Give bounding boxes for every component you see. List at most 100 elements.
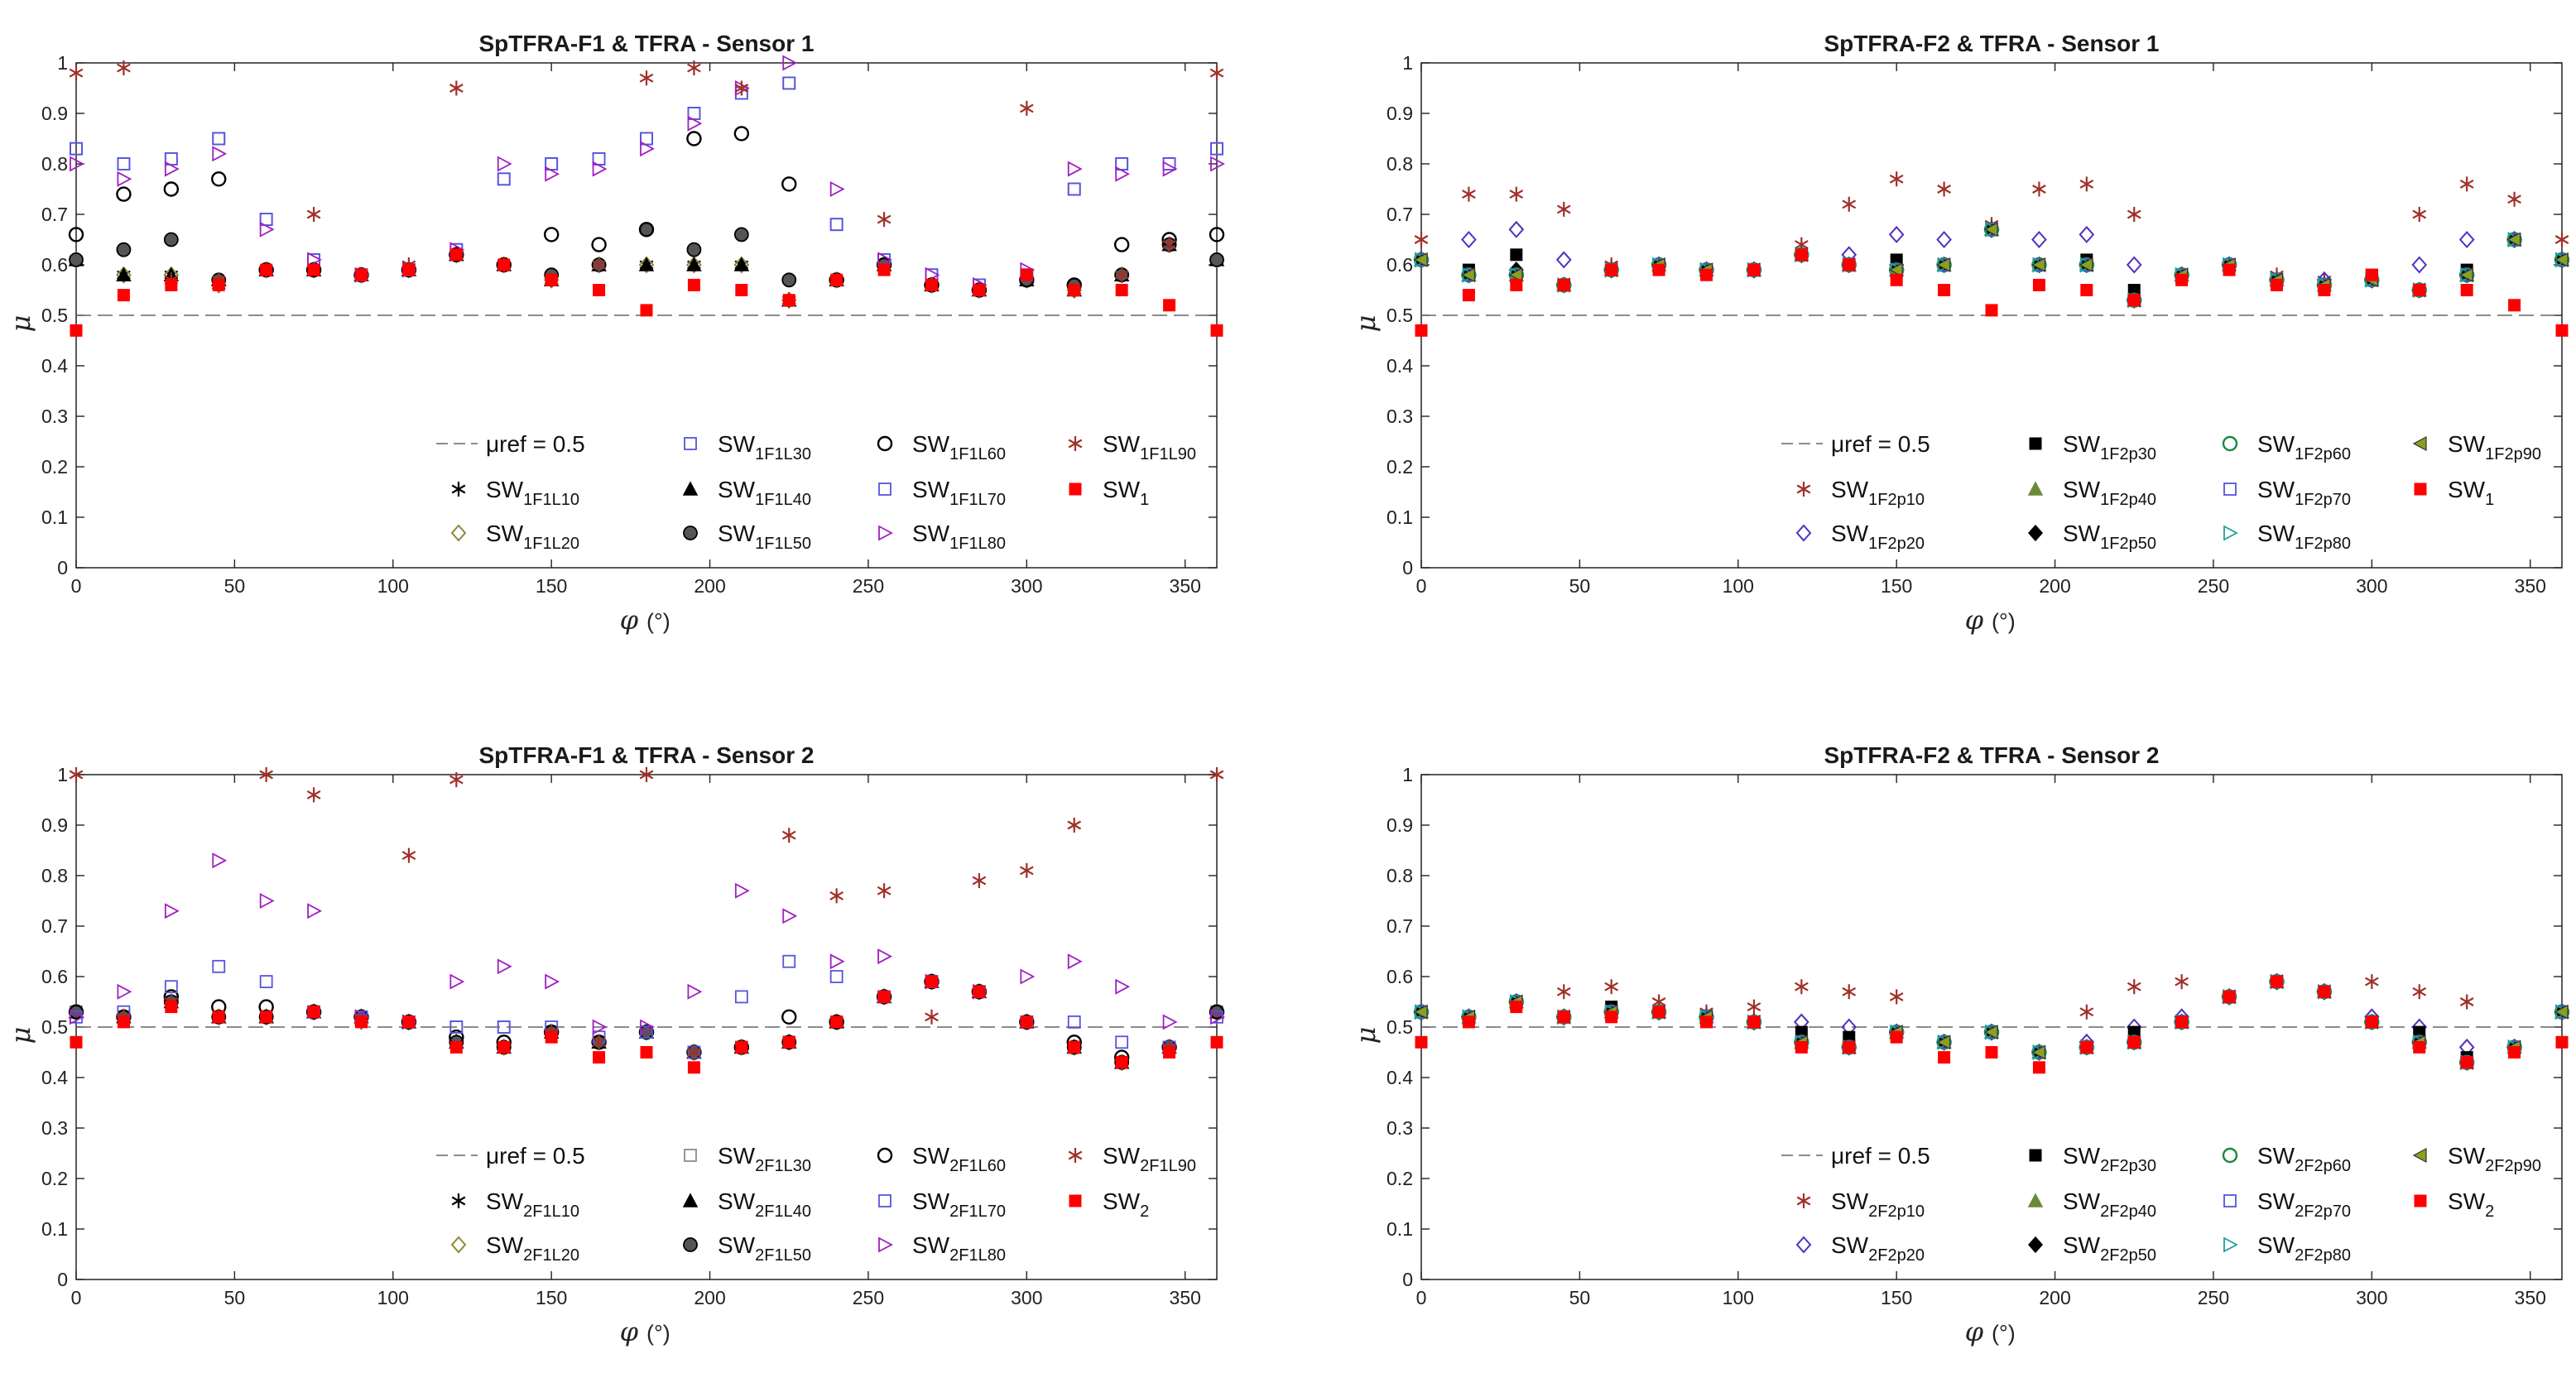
legend-label: SW1F1L20 <box>486 521 579 553</box>
data-point <box>305 1004 322 1020</box>
legend-marker <box>683 1237 698 1252</box>
legend-marker <box>2027 1236 2044 1254</box>
data-point <box>640 1046 653 1059</box>
data-point <box>1020 268 1033 281</box>
legend-marker <box>683 526 698 540</box>
data-point <box>1210 1009 1225 1025</box>
data-point <box>1209 1004 1225 1020</box>
data-point <box>212 1011 225 1024</box>
data-point <box>497 258 511 271</box>
data-point <box>734 80 749 96</box>
x-axis-unit: (°) <box>1992 609 2016 634</box>
data-point <box>355 268 368 281</box>
data-point <box>1415 1035 1428 1049</box>
legend-label: SW2F1L80 <box>912 1232 1006 1265</box>
data-point <box>1415 324 1428 337</box>
data-point <box>1210 324 1223 337</box>
data-point <box>1019 1014 1035 1030</box>
data-point <box>1843 1040 1856 1054</box>
y-tick-label: 0.4 <box>1387 1067 1413 1088</box>
legend-marker <box>2222 435 2238 452</box>
data-point <box>1890 1030 1903 1044</box>
data-point <box>545 1030 558 1044</box>
data-point <box>638 256 655 274</box>
data-point <box>591 237 607 252</box>
data-point <box>877 883 892 899</box>
data-point <box>782 908 798 924</box>
data-point <box>830 273 843 286</box>
data-point <box>1209 767 1224 782</box>
y-tick-label: 0.3 <box>1387 1117 1413 1139</box>
data-point <box>2127 294 2141 307</box>
data-point <box>735 1040 748 1054</box>
data-point <box>734 990 748 1004</box>
data-point <box>1414 232 1429 247</box>
legend-label: SW1F2p80 <box>2257 521 2351 553</box>
x-tick-label: 150 <box>536 575 567 597</box>
y-tick-label: 0 <box>57 557 68 578</box>
data-point <box>2458 267 2473 283</box>
legend-label: SW2F2p40 <box>2063 1188 2156 1221</box>
data-point <box>449 973 465 990</box>
legend: μref = 0.5 SW1F2p10 SW1F2p20 SW1F2p30 SW1F2p… <box>1781 431 2541 553</box>
y-tick-label: 0.1 <box>41 506 68 528</box>
y-axis-label: μ <box>5 315 36 333</box>
data-point <box>163 181 180 197</box>
data-point <box>1067 182 1081 196</box>
x-tick-label: 0 <box>1416 1287 1427 1308</box>
data-point <box>259 221 275 238</box>
data-point <box>70 156 84 172</box>
data-point <box>2413 1040 2426 1054</box>
legend-marker <box>1069 1194 1082 1207</box>
data-point <box>973 284 986 296</box>
legend-marker <box>1795 1236 1812 1254</box>
data-point <box>639 70 654 86</box>
legend-label: SW2F1L30 <box>718 1143 811 1175</box>
data-point <box>1556 984 1571 1000</box>
data-point <box>497 1020 511 1034</box>
data-point <box>686 131 702 146</box>
data-point <box>70 1009 84 1025</box>
data-point <box>734 882 750 899</box>
data-point <box>829 953 845 970</box>
legend-label: SW1F1L70 <box>912 477 1006 509</box>
data-point <box>2080 1040 2093 1054</box>
data-point <box>449 1020 464 1034</box>
legend-label: SW2F2p70 <box>2257 1188 2351 1221</box>
x-axis-unit: (°) <box>1992 1321 2016 1346</box>
y-tick-label: 0 <box>1402 1269 1413 1290</box>
data-point <box>1413 1004 1428 1020</box>
series-SW1 <box>70 248 1223 337</box>
data-point <box>212 278 225 291</box>
y-tick-label: 0.7 <box>41 204 68 225</box>
x-tick-label: 350 <box>1170 1287 1201 1308</box>
data-point <box>1510 1001 1523 1014</box>
data-point <box>733 126 750 142</box>
data-point <box>782 55 798 71</box>
data-point <box>781 272 797 288</box>
legend-label: SW1 <box>2448 477 2494 509</box>
legend-marker <box>450 1236 467 1254</box>
data-point <box>1652 1006 1665 1019</box>
data-point <box>1937 181 1951 197</box>
legend-label: SW2F2p30 <box>2063 1143 2156 1175</box>
data-point <box>1936 257 1951 272</box>
data-point <box>2032 1061 2045 1074</box>
legend-label: SW1F1L10 <box>486 477 579 509</box>
data-point <box>2412 984 2427 1000</box>
y-tick-label: 0.9 <box>1387 814 1413 836</box>
data-point <box>2508 299 2521 312</box>
legend-marker <box>877 435 893 452</box>
chart-panel-4: SpTFRA-F2 & TFRA - Sensor 2 0 0.1 0.2 0.3 0.4… <box>1350 742 2570 1347</box>
data-point <box>2365 1015 2378 1029</box>
data-point <box>68 227 84 242</box>
y-tick-label: 0.8 <box>41 153 68 175</box>
data-point <box>212 132 226 146</box>
x-tick-label: 100 <box>1723 1287 1754 1308</box>
data-point <box>497 172 511 186</box>
legend-marker <box>450 524 467 542</box>
data-point <box>1747 1015 1761 1029</box>
data-point <box>2031 230 2047 249</box>
data-point <box>449 248 463 262</box>
legend-label: SW1F2p90 <box>2448 431 2541 463</box>
